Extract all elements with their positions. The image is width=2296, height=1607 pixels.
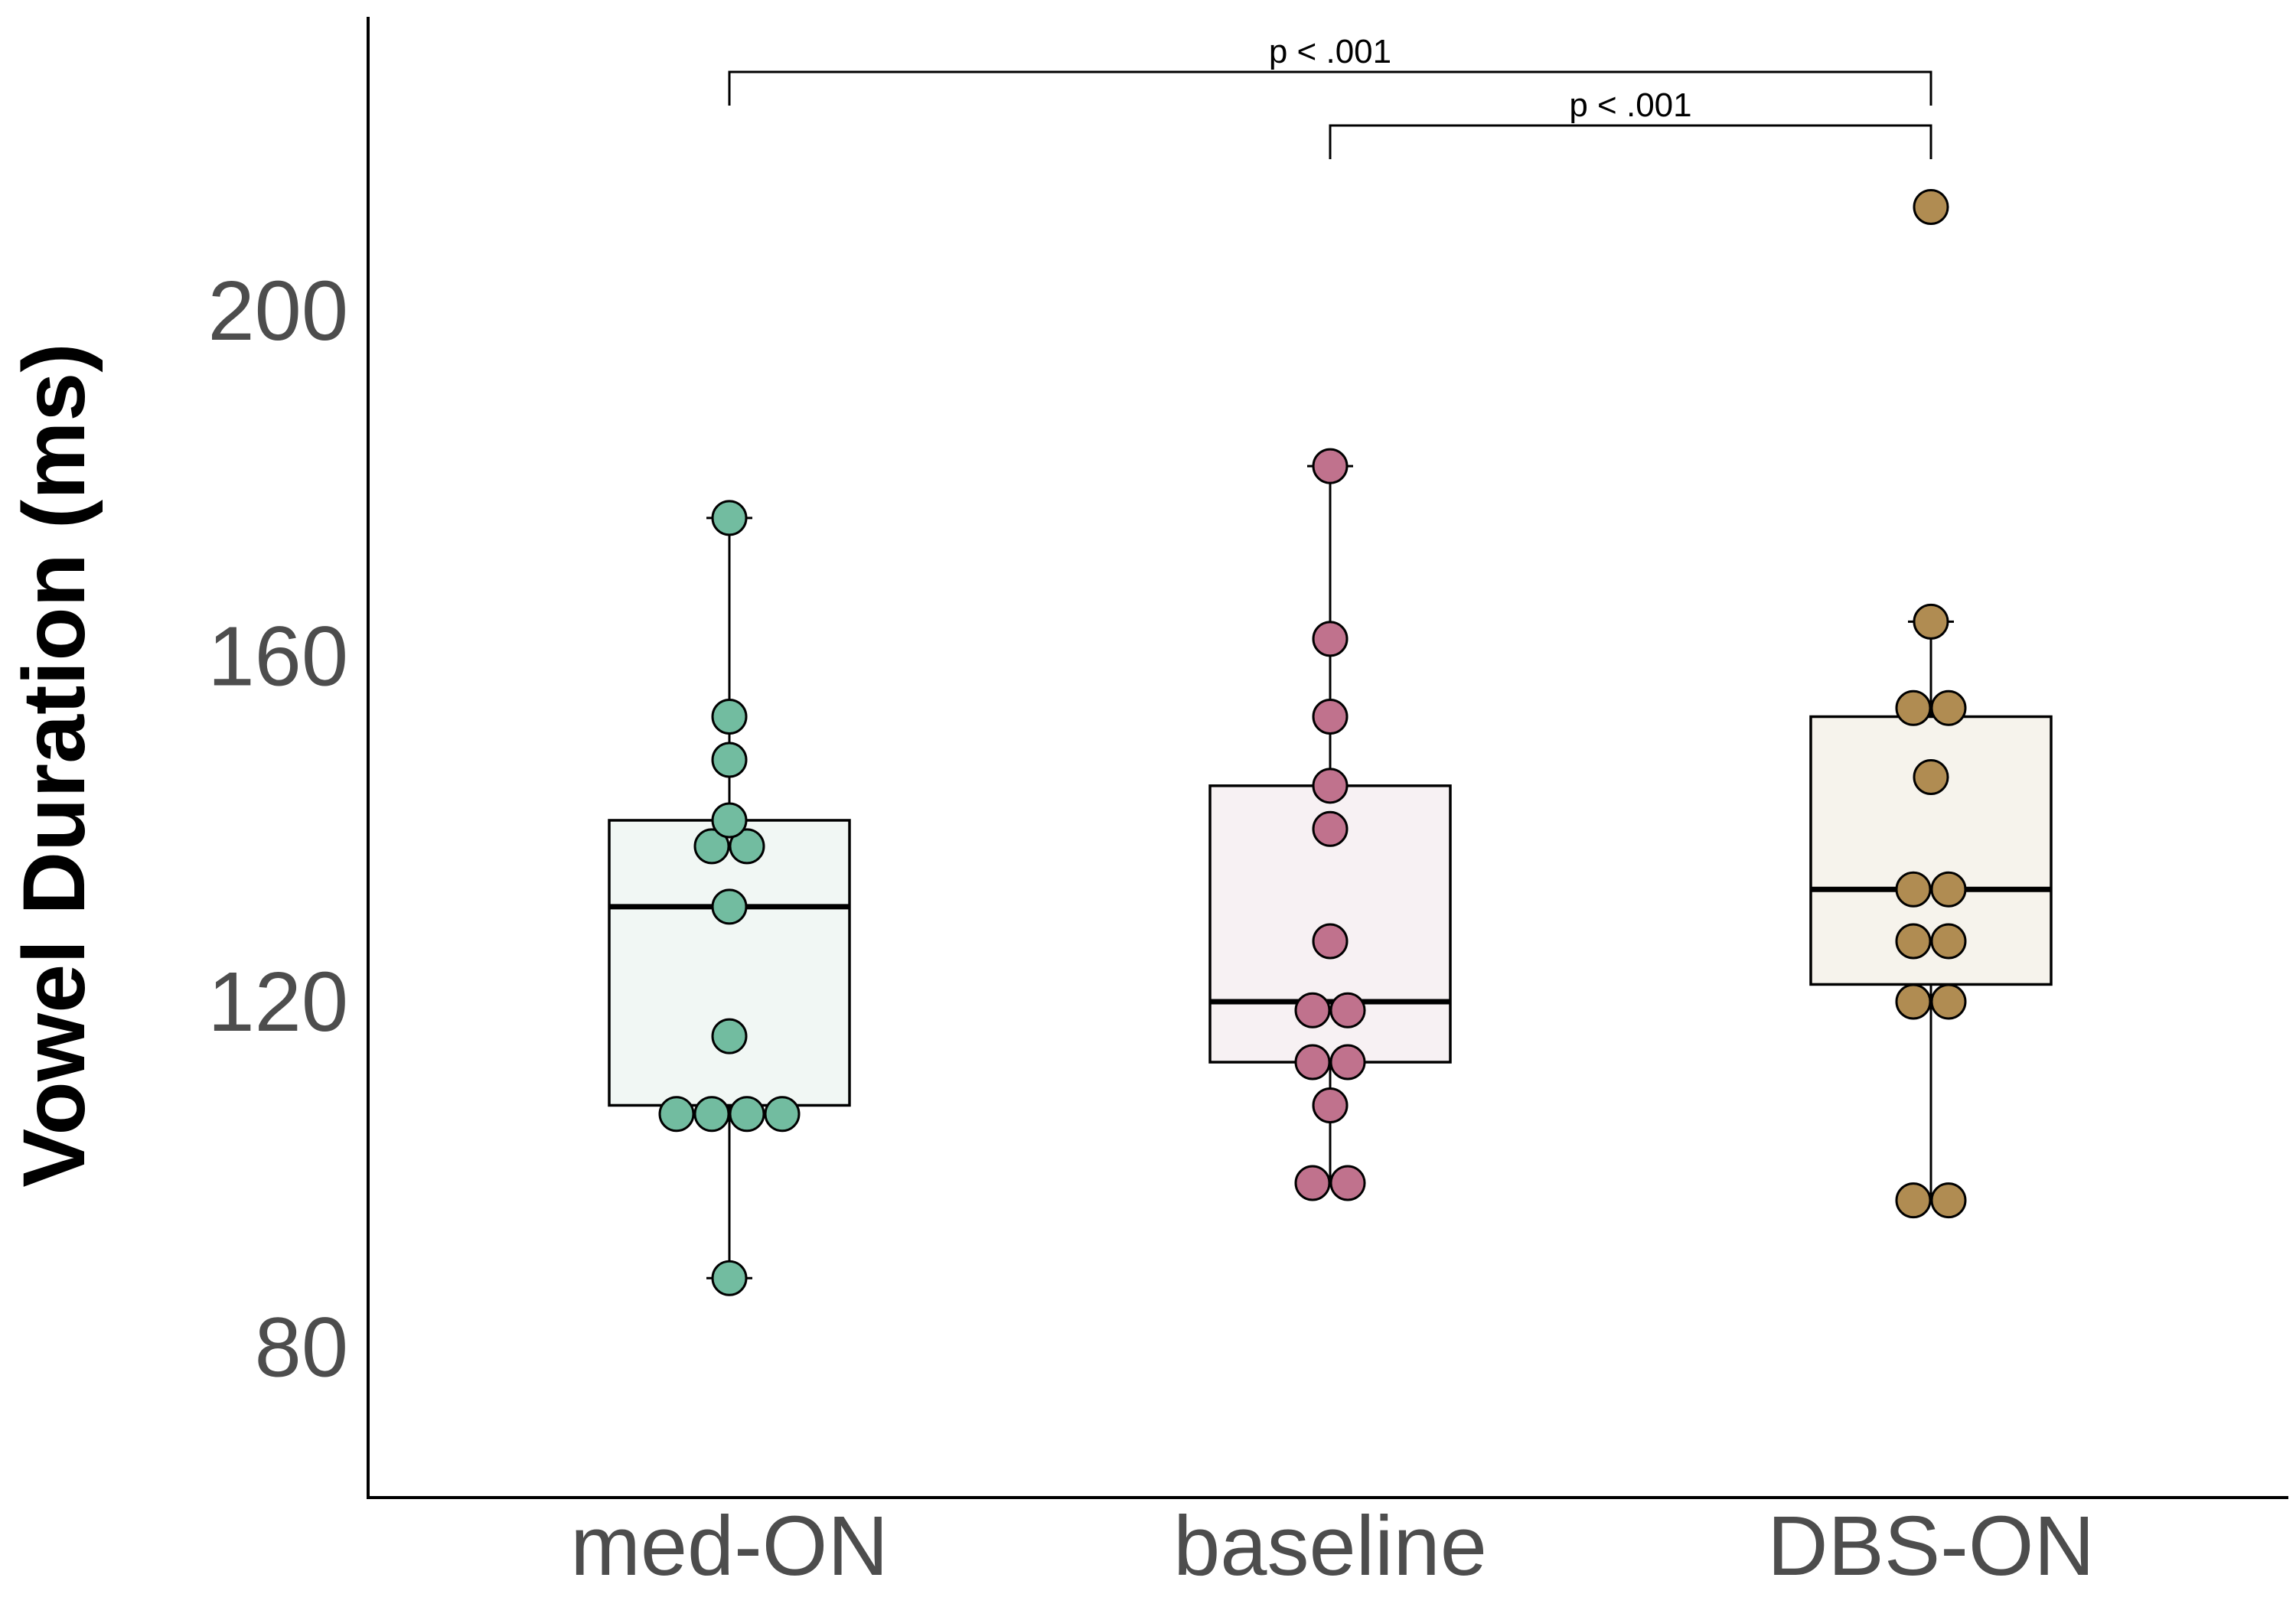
data-point-baseline	[1294, 1044, 1331, 1081]
data-point-baseline	[1312, 699, 1349, 735]
significance-bracket	[728, 70, 1932, 106]
data-point-dbs-on	[1913, 603, 1949, 640]
data-point-dbs-on	[1930, 923, 1967, 960]
data-point-dbs-on	[1930, 689, 1967, 726]
y-tick-label: 120	[207, 955, 348, 1049]
y-tick-label: 80	[255, 1301, 348, 1395]
data-point-med-on	[711, 1260, 748, 1296]
data-point-baseline	[1329, 992, 1366, 1028]
data-point-baseline	[1294, 1165, 1331, 1201]
x-tick-labels: med-ON baseline DBS-ON	[570, 1499, 2095, 1593]
data-point-dbs-on	[1895, 923, 1932, 960]
data-point-baseline	[1329, 1044, 1366, 1081]
data-point-dbs-on	[1930, 1182, 1967, 1219]
data-point-med-on	[711, 500, 748, 536]
data-point-med-on	[711, 888, 748, 925]
data-point-med-on	[711, 1018, 748, 1054]
significance-bracket	[1329, 124, 1932, 159]
y-tick-label: 160	[207, 610, 348, 704]
data-point-med-on	[658, 1096, 695, 1133]
data-point-dbs-on	[1913, 759, 1949, 796]
data-point-med-on	[729, 828, 765, 865]
data-point-baseline	[1312, 923, 1349, 960]
data-point-baseline	[1312, 621, 1349, 657]
data-point-dbs-on	[1895, 983, 1932, 1020]
data-point-dbs-on	[1895, 689, 1932, 726]
x-tick-label-med-on: med-ON	[570, 1499, 889, 1593]
data-point-baseline	[1312, 768, 1349, 804]
data-point-med-on	[711, 699, 748, 735]
data-point-dbs-on	[1895, 871, 1932, 908]
point-layer	[658, 189, 1967, 1296]
data-point-dbs-on	[1930, 983, 1967, 1020]
data-point-dbs-on	[1930, 871, 1967, 908]
data-point-med-on	[693, 828, 730, 865]
data-point-baseline	[1312, 448, 1349, 484]
significance-brackets: p < .001 p < .001	[728, 33, 1932, 159]
x-tick-label-dbs-on: DBS-ON	[1767, 1499, 2095, 1593]
data-point-dbs-on	[1895, 1182, 1932, 1219]
data-point-med-on	[711, 742, 748, 778]
data-point-med-on	[729, 1096, 765, 1133]
box-layer	[608, 464, 2053, 1279]
significance-label: p < .001	[1269, 33, 1391, 70]
data-point-baseline	[1312, 1087, 1349, 1123]
y-tick-labels: 80 120 160 200	[207, 264, 348, 1395]
x-tick-label-baseline: baseline	[1173, 1499, 1487, 1593]
data-point-med-on	[764, 1096, 801, 1133]
box-med-on	[608, 819, 851, 1107]
data-point-baseline	[1294, 992, 1331, 1028]
y-tick-label: 200	[207, 264, 348, 358]
data-point-dbs-on	[1913, 189, 1949, 226]
significance-label: p < .001	[1569, 86, 1691, 124]
data-point-med-on	[711, 802, 748, 839]
data-point-baseline	[1329, 1165, 1366, 1201]
y-axis-title: Vowel Duration (ms)	[5, 343, 103, 1187]
data-point-med-on	[693, 1096, 730, 1133]
data-point-baseline	[1312, 810, 1349, 847]
